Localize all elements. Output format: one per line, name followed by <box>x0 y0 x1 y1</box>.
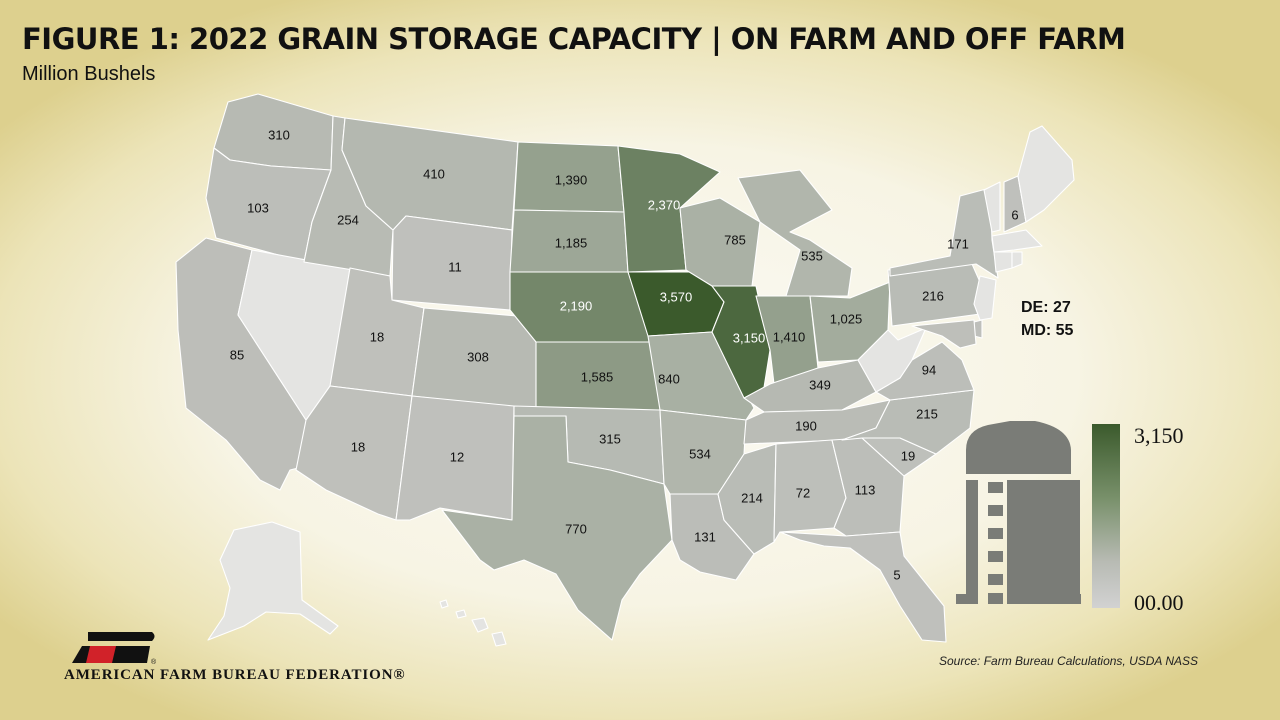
state-value-labels: 310 103 85 254 410 11 18 18 308 12 1,390 1,185 2,190… <box>230 127 1019 582</box>
state-mi <box>737 169 853 297</box>
state-label-tx: 770 <box>565 521 587 536</box>
state-wy <box>391 215 513 311</box>
state-label-ks: 1,585 <box>581 369 614 384</box>
state-label-tn: 190 <box>795 418 817 433</box>
state-label-ok: 315 <box>599 431 621 446</box>
svg-text:®: ® <box>151 658 157 666</box>
state-label-ut: 18 <box>370 329 384 344</box>
state-ct <box>993 251 1013 273</box>
organization-name: AMERICAN FARM BUREAU FEDERATION® <box>64 667 406 683</box>
state-ma <box>991 229 1043 253</box>
state-label-az: 18 <box>351 439 365 454</box>
state-label-ky: 349 <box>809 377 831 392</box>
small-states-note: DE: 27 MD: 55 <box>1021 296 1073 342</box>
state-label-oh: 1,025 <box>830 311 863 326</box>
state-label-ga: 113 <box>855 482 876 497</box>
state-label-mo: 840 <box>658 371 680 386</box>
state-label-ne: 2,190 <box>560 298 593 313</box>
state-label-wi: 785 <box>724 232 746 247</box>
chart-subtitle: Million Bushels <box>22 63 156 85</box>
state-label-nd: 1,390 <box>555 172 588 187</box>
color-scale-bar <box>1092 424 1120 608</box>
state-mo <box>647 331 755 421</box>
state-label-il: 3,150 <box>733 330 766 345</box>
de-value: DE: 27 <box>1021 299 1071 316</box>
state-hi <box>439 599 507 647</box>
source-note: Source: Farm Bureau Calculations, USDA N… <box>939 654 1198 668</box>
state-nj <box>973 275 997 321</box>
state-fl <box>779 531 947 643</box>
state-label-in: 1,410 <box>773 329 806 344</box>
color-scale-max-label: 3,150 <box>1134 423 1184 448</box>
state-label-mt: 410 <box>423 166 445 181</box>
chart-title: FIGURE 1: 2022 GRAIN STORAGE CAPACITY | … <box>22 22 1126 56</box>
state-tx <box>441 415 673 641</box>
state-label-pa: 216 <box>922 288 944 303</box>
state-label-wy: 11 <box>448 259 462 274</box>
state-label-va: 94 <box>922 362 936 377</box>
state-ak <box>207 521 339 641</box>
md-value: MD: 55 <box>1021 322 1074 339</box>
state-md <box>911 319 977 349</box>
state-label-ny: 171 <box>947 236 969 251</box>
state-label-ar: 534 <box>689 446 711 461</box>
state-label-fl: 5 <box>893 567 900 582</box>
state-label-al: 72 <box>796 485 810 500</box>
state-label-wa: 310 <box>268 127 290 142</box>
color-scale-min-label: 00.00 <box>1134 590 1184 615</box>
state-nc <box>841 389 975 455</box>
state-wi <box>679 197 761 287</box>
state-label-la: 131 <box>694 529 716 544</box>
state-label-sd: 1,185 <box>555 235 588 250</box>
state-me <box>1017 125 1075 223</box>
state-label-nh: 6 <box>1011 207 1018 222</box>
state-label-ca: 85 <box>230 347 244 362</box>
state-label-ia: 3,570 <box>660 289 693 304</box>
state-label-ms: 214 <box>741 490 763 505</box>
grain-bin-icon <box>956 421 1081 604</box>
state-ri <box>1011 251 1023 269</box>
farm-bureau-logo-icon: ® <box>72 632 157 666</box>
state-label-sc: 19 <box>901 448 915 463</box>
state-label-or: 103 <box>247 200 269 215</box>
state-label-mi: 535 <box>801 248 823 263</box>
state-label-mn: 2,370 <box>648 197 681 212</box>
state-shapes <box>175 93 1075 647</box>
state-ny <box>889 187 999 279</box>
state-label-co: 308 <box>467 349 489 364</box>
state-vt <box>983 181 1001 233</box>
state-label-nc: 215 <box>916 406 938 421</box>
state-label-id: 254 <box>337 212 359 227</box>
state-wv <box>857 327 927 393</box>
state-label-nm: 12 <box>450 449 464 464</box>
